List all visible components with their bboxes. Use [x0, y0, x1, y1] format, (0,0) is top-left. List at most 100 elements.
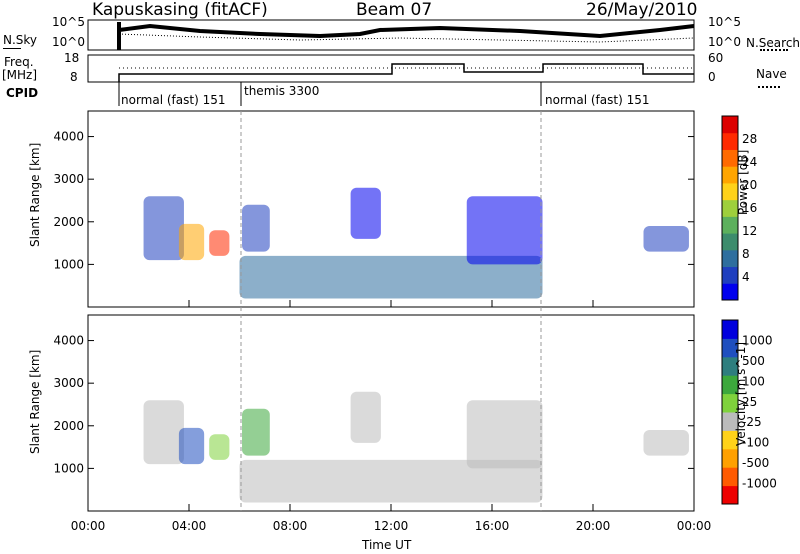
- colorbar-swatch: [722, 182, 738, 201]
- echo-region: [466, 196, 543, 265]
- noise-tick-left-low: 10^0: [52, 35, 85, 49]
- nsearch-legend-line: [760, 49, 788, 51]
- freq-tick-high: 18: [64, 51, 80, 65]
- velocity-ylabel: Slant Range [km]: [28, 349, 42, 454]
- freq-panel: [87, 54, 695, 83]
- colorbar-tick-label: -500: [742, 456, 769, 470]
- colorbar-tick-label: 25: [742, 395, 757, 409]
- colorbar-tick-label: 12: [742, 224, 757, 238]
- cpid-separators: [118, 82, 542, 106]
- x-tick-label: 08:00: [273, 519, 308, 533]
- noise-sky-line: [117, 22, 695, 50]
- freq-panel-frame: [87, 54, 695, 83]
- power-colorbar: 28 24 20 16 12 8 4: [721, 115, 757, 301]
- echo-region: [242, 204, 270, 252]
- colorbar-tick-label: -1000: [742, 477, 777, 491]
- echo-region: [350, 187, 381, 239]
- nave-tick-low: 0: [708, 70, 716, 84]
- x-tick-label: 12:00: [374, 519, 409, 533]
- y-tick-label: 1000: [53, 257, 84, 271]
- colorbar-tick-label: 500: [742, 354, 765, 368]
- colorbar-swatch: [722, 199, 738, 217]
- nsky-label: N.Sky: [3, 33, 38, 47]
- y-tick-label: 4000: [53, 334, 84, 348]
- x-tick-label: 16:00: [475, 519, 510, 533]
- colorbar-frame: [721, 115, 739, 301]
- y-tick-label: 2000: [53, 419, 84, 433]
- echo-region: [239, 255, 543, 299]
- velocity-colorbar: 1000 500 100 25 -25 -100 -500 -1000: [721, 319, 777, 505]
- colorbar-tick-label: 20: [742, 178, 757, 192]
- echo-region: [242, 408, 270, 456]
- power-colorbar-label: Power [dB]: [736, 149, 750, 215]
- colorbar-swatch: [722, 320, 738, 339]
- noise-tick-left-high: 10^5: [52, 15, 85, 29]
- power-y-ticks: 4000 3000 2000 1000: [53, 130, 694, 271]
- nave-label: Nave: [756, 67, 787, 81]
- freq-line: [118, 63, 694, 82]
- y-tick-label: 4000: [53, 130, 84, 144]
- power-panel: 4000 3000 2000 1000: [53, 110, 695, 308]
- velocity-panel: 4000 3000 2000 1000: [53, 314, 695, 512]
- y-tick-label: 3000: [53, 376, 84, 390]
- date-title: 26/May/2010: [586, 0, 698, 20]
- colorbar-swatch: [722, 448, 738, 468]
- echo-region: [209, 434, 230, 460]
- freq-label: Freq.: [4, 55, 34, 69]
- colorbar-tick-label: 28: [742, 132, 757, 146]
- colorbar-swatch: [722, 283, 738, 301]
- freq-tick-low: 8: [70, 70, 78, 84]
- colorbar-tick-label: 8: [742, 247, 750, 261]
- cpid-segment-1: normal (fast) 151: [121, 93, 226, 107]
- colorbar-tick-label: 24: [742, 155, 757, 169]
- cpid-segment-2: themis 3300: [244, 84, 320, 98]
- velocity-y-ticks: 4000 3000 2000 1000: [53, 334, 694, 475]
- noise-panel-frame: [87, 19, 695, 51]
- x-tick-label: 00:00: [677, 519, 712, 533]
- echo-region: [350, 391, 381, 443]
- colorbar-swatch: [722, 216, 738, 234]
- colorbar-swatch: [722, 233, 738, 251]
- x-tick-label: 04:00: [172, 519, 207, 533]
- y-tick-label: 1000: [53, 461, 84, 475]
- colorbar-swatch: [722, 132, 738, 150]
- echo-region: [643, 430, 689, 456]
- colorbar-swatch: [722, 249, 738, 268]
- echo-region: [239, 459, 543, 503]
- colorbar-swatch: [722, 338, 738, 358]
- cpid-segment-3: normal (fast) 151: [545, 93, 650, 107]
- colorbar-swatch: [722, 116, 738, 134]
- colorbar-tick-label: 100: [742, 374, 765, 388]
- cpid-label: CPID: [6, 86, 39, 100]
- echo-region: [466, 400, 543, 469]
- colorbar-swatch: [722, 430, 738, 450]
- station-title: Kapuskasing (fitACF): [92, 0, 268, 20]
- beam-title: Beam 07: [356, 0, 433, 20]
- echo-region: [143, 400, 184, 465]
- colorbar-swatch: [722, 356, 738, 376]
- colorbar-swatch: [722, 485, 738, 505]
- colorbar-swatch: [722, 375, 738, 395]
- y-tick-label: 2000: [53, 215, 84, 229]
- echo-region: [178, 427, 205, 465]
- colorbar-swatch: [722, 393, 738, 413]
- noise-tick-right-high: 10^5: [708, 15, 741, 29]
- nsky-legend-line: [3, 48, 21, 49]
- nave-tick-high: 60: [708, 51, 724, 65]
- colorbar-swatch: [722, 467, 738, 487]
- velocity-colorbar-label: Velocity [m s^-1]: [734, 341, 748, 446]
- colorbar-swatch: [722, 412, 738, 431]
- colorbar-tick-label: 16: [742, 201, 757, 215]
- colorbar-swatch: [722, 149, 738, 167]
- x-axis-label: Time UT: [362, 538, 412, 552]
- power-ylabel: Slant Range [km]: [28, 142, 42, 247]
- echo-region: [643, 226, 689, 252]
- echo-region: [143, 196, 184, 261]
- nsearch-label: N.Search: [746, 36, 800, 50]
- colorbar-tick-label: 1000: [742, 333, 773, 347]
- colorbar-swatch: [722, 166, 738, 184]
- freq-unit-label: [MHz]: [2, 68, 38, 82]
- echo-region: [209, 230, 230, 256]
- echo-region: [178, 223, 205, 261]
